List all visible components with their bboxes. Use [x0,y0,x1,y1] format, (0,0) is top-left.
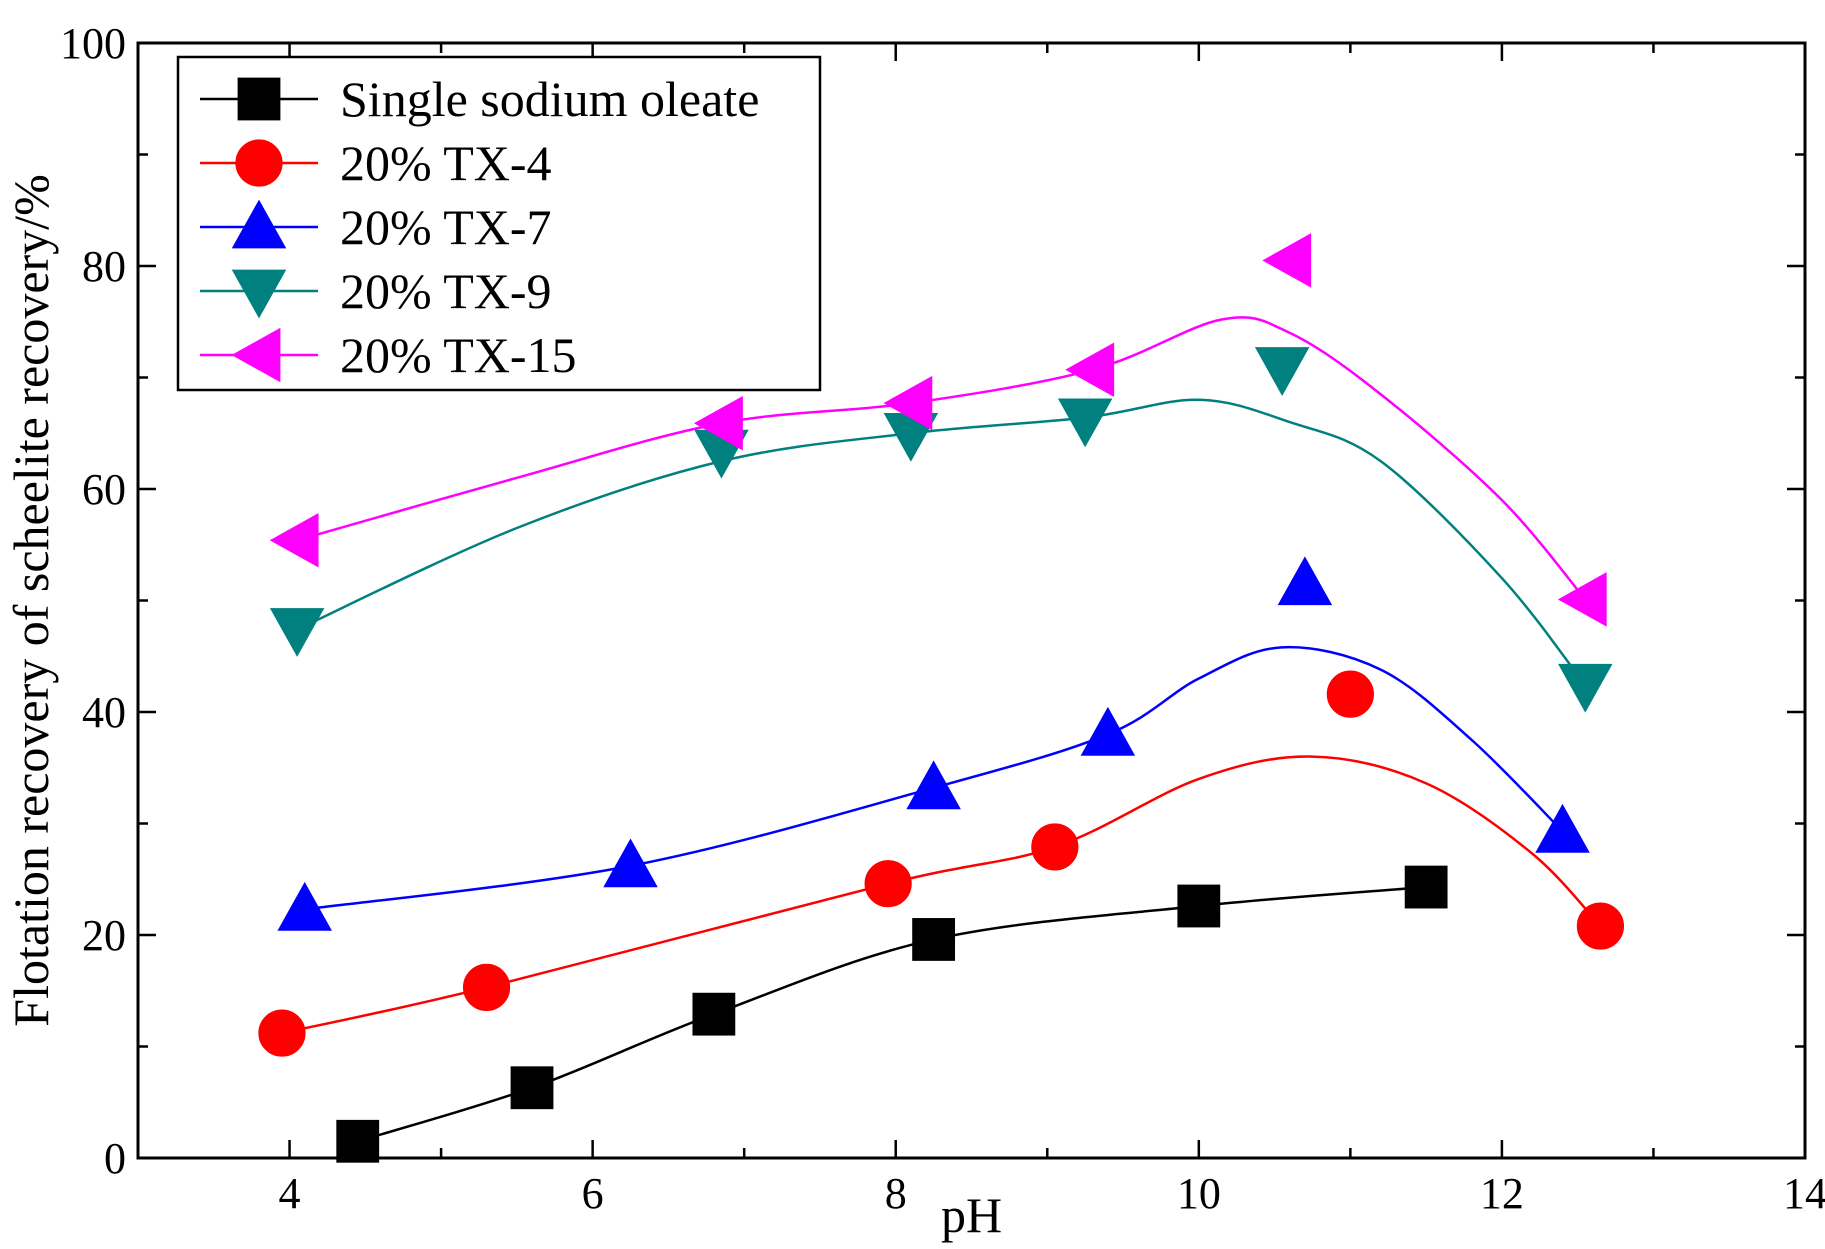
legend: Single sodium oleate 20% TX-4 20% TX-7 20% … [176,55,822,392]
legend-entries: Single sodium oleate 20% TX-4 20% TX-7 20% … [200,71,759,383]
legend-marker [231,199,287,249]
x-tick-label: 8 [885,1169,907,1218]
y-axis-title: Flotation recovery of scheelite recovery… [3,174,59,1026]
x-axis-title: pH [941,1187,1002,1243]
series-0-point-2 [692,992,736,1036]
series-4-point-0 [269,513,319,568]
y-tick-label: 60 [82,465,126,514]
series-2-point-2 [906,760,961,810]
legend-label: 20% TX-15 [340,327,577,383]
series-1-point-0 [258,1009,306,1057]
series-3-point-0 [269,608,325,657]
legend-label: 20% TX-7 [340,199,552,255]
x-tick-label: 10 [1177,1169,1221,1218]
series-4-point-2 [883,375,933,431]
series-2-point-3 [1080,706,1136,756]
series-4-point-4 [1262,233,1312,288]
series-4-point-3 [1065,342,1115,397]
legend-marker [231,327,281,383]
series-1-point-3 [1031,823,1079,871]
series-3-point-5 [1558,663,1613,713]
series-0-point-5 [1404,865,1448,909]
markers-layer [258,233,1625,1163]
legend-entry-0: Single sodium oleate [200,71,759,127]
series-2-point-0 [277,881,332,931]
series-4-point-1 [694,395,743,451]
series-1-point-1 [462,963,511,1012]
series-line-1 [281,755,1602,1035]
series-1-point-5 [1576,902,1625,950]
y-tick-label: 20 [82,911,126,960]
series-2-point-5 [1535,803,1590,853]
series-2-point-4 [1277,556,1333,606]
x-tick-label: 6 [582,1169,604,1218]
series-0-point-0 [336,1119,380,1163]
y-tick-label: 80 [82,242,126,291]
legend-entry-3: 20% TX-9 [200,263,552,319]
series-3-point-4 [1254,347,1310,397]
legend-entry-1: 20% TX-4 [200,135,552,191]
legend-entry-4: 20% TX-15 [200,327,577,383]
series-4-point-5 [1557,572,1607,627]
x-tick-label: 12 [1480,1169,1524,1218]
x-tick-label: 4 [279,1169,301,1218]
series-0-point-4 [1177,884,1221,928]
legend-marker [231,269,287,319]
legend-marker [235,139,283,187]
series-3-point-3 [1057,398,1113,448]
series-1-point-2 [864,860,912,908]
legend-frame [176,55,822,392]
y-tick-label: 40 [82,688,126,737]
x-tick-label: 14 [1783,1169,1825,1218]
series-line-3 [296,398,1587,687]
y-tick-label: 0 [104,1134,126,1183]
series-0-point-1 [510,1066,554,1110]
y-tick-label: 100 [60,19,126,68]
legend-entry-2: 20% TX-7 [200,199,552,255]
legend-marker [237,77,281,121]
series-1-point-4 [1326,670,1374,718]
legend-label: 20% TX-9 [340,263,552,319]
curves-layer [281,316,1602,1143]
legend-label: Single sodium oleate [340,71,759,127]
legend-label: 20% TX-4 [340,135,552,191]
series-0-point-3 [912,918,956,961]
ticks-layer: 4 6 8 10 12 14 0 20 40 60 80 100 [60,19,1825,1218]
series-2-point-1 [603,838,658,888]
